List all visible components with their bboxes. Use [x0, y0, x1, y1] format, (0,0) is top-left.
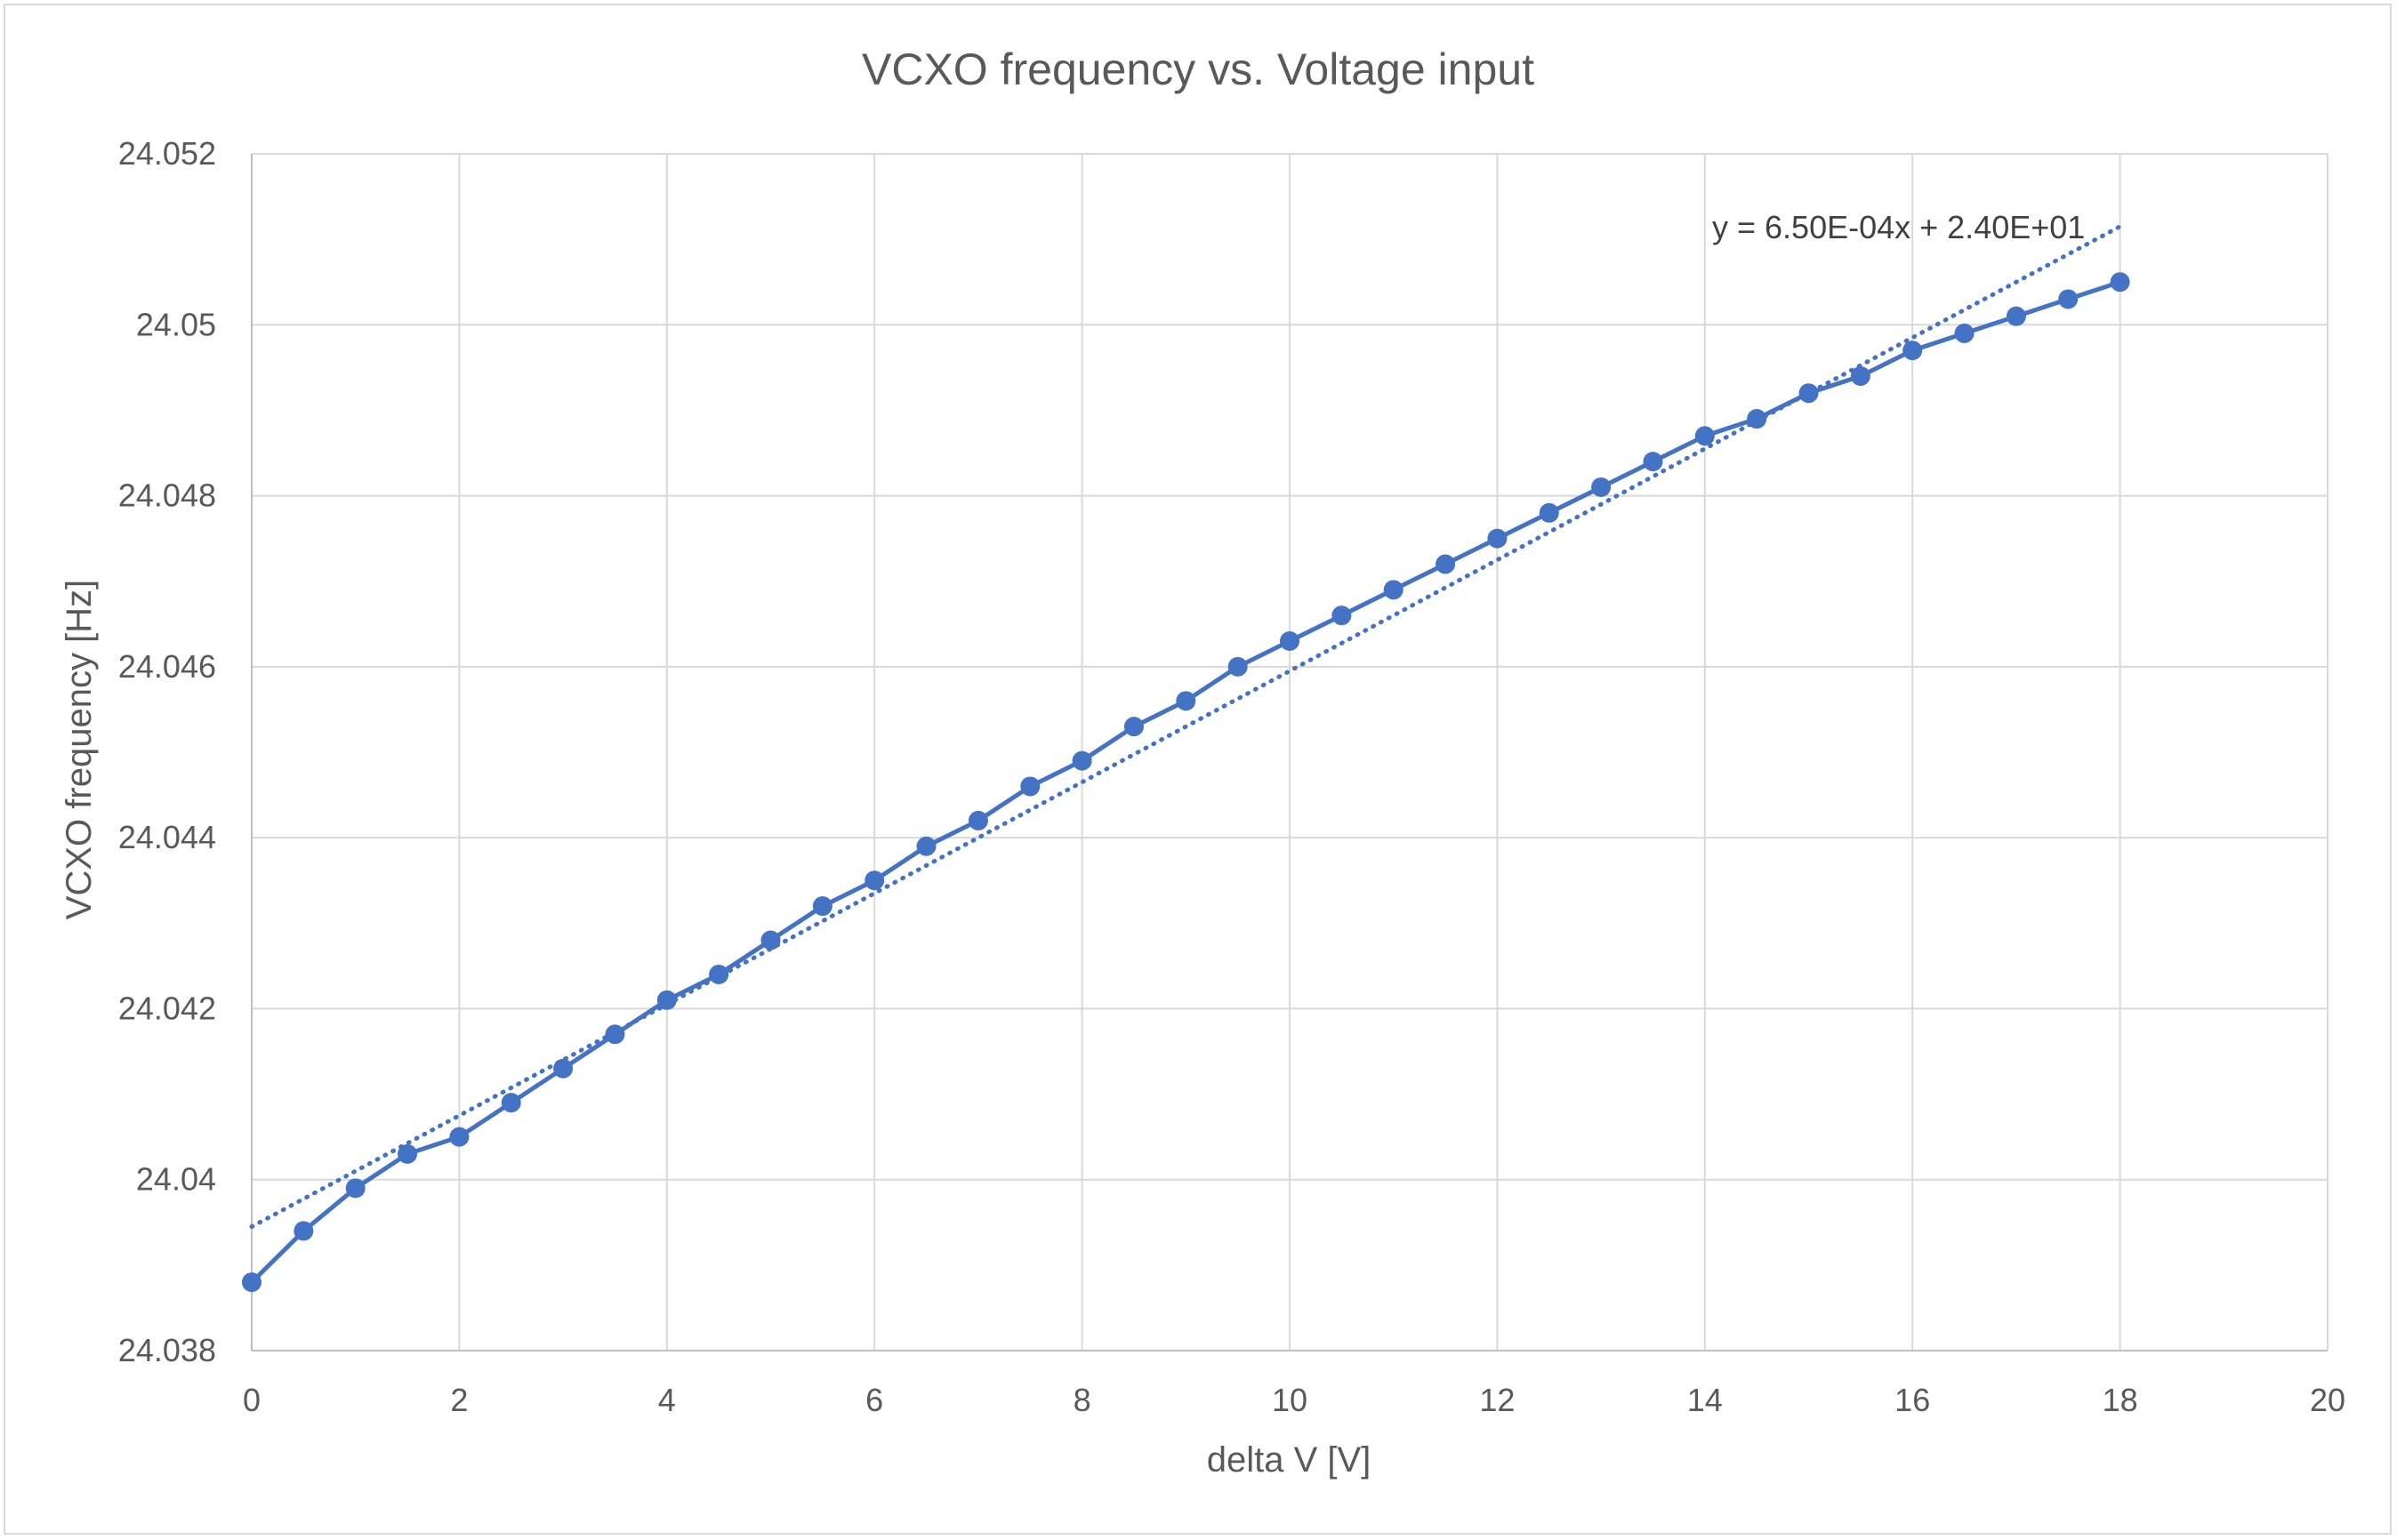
data-point [449, 1127, 470, 1147]
y-tick-label: 24.044 [118, 819, 216, 855]
data-point [968, 810, 988, 830]
x-tick-label: 20 [2310, 1382, 2345, 1418]
y-tick-label: 24.052 [118, 135, 216, 172]
data-point [242, 1272, 261, 1293]
y-tick-label: 24.042 [118, 990, 216, 1026]
y-tick-label: 24.04 [136, 1161, 216, 1198]
x-tick-label: 2 [450, 1382, 468, 1418]
x-tick-labels: 0 2 4 6 8 10 12 14 16 18 20 [243, 1382, 2345, 1418]
series-line [250, 279, 2121, 1284]
data-point [1176, 691, 1196, 711]
data-point [1747, 409, 1767, 429]
x-tick-label: 6 [865, 1382, 883, 1418]
x-tick-label: 12 [1479, 1382, 1515, 1418]
data-point [1123, 717, 1144, 737]
data-point [709, 964, 729, 984]
data-point [2006, 306, 2026, 326]
data-point [1436, 554, 1456, 574]
y-axis-label: VCXO frequency [Hz] [60, 580, 99, 919]
y-tick-label: 24.048 [118, 477, 216, 514]
x-tick-label: 10 [1272, 1382, 1307, 1418]
data-point [1694, 426, 1715, 446]
data-point [1383, 580, 1404, 600]
data-point [345, 1178, 366, 1199]
gridlines [252, 153, 2329, 1351]
chart-frame [4, 4, 2392, 1535]
data-point [812, 896, 833, 917]
data-point [1331, 606, 1352, 626]
data-point [501, 1093, 521, 1113]
data-point [656, 990, 677, 1010]
x-tick-label: 16 [1894, 1382, 1930, 1418]
y-tick-label: 24.05 [136, 306, 216, 342]
data-point [1954, 323, 1975, 343]
chart-title: VCXO frequency vs. Voltage input [862, 44, 1534, 94]
data-point [1072, 750, 1092, 771]
data-point [865, 870, 885, 891]
data-point [1591, 477, 1612, 497]
data-point [2058, 289, 2079, 309]
data-point [916, 836, 937, 856]
data-point [1020, 776, 1041, 797]
data-point [1227, 656, 1248, 677]
x-tick-label: 0 [243, 1382, 261, 1418]
data-point [605, 1024, 625, 1045]
x-axis-label: delta V [V] [1207, 1440, 1371, 1480]
x-tick-label: 14 [1687, 1382, 1723, 1418]
data-point [1487, 528, 1508, 549]
data-point [1280, 631, 1299, 652]
trendline-equation: y = 6.50E-04x + 2.40E+01 [1712, 209, 2085, 245]
axes [251, 154, 2328, 1352]
trendline-path [249, 224, 2123, 1230]
x-tick-label: 4 [658, 1382, 676, 1418]
y-tick-label: 24.038 [118, 1332, 216, 1368]
x-tick-label: 8 [1074, 1382, 1091, 1418]
data-point [760, 930, 781, 950]
data-point [1850, 365, 1870, 386]
data-series [242, 272, 2130, 1293]
data-point [294, 1221, 314, 1241]
data-point [1539, 502, 1559, 523]
data-point [1798, 383, 1819, 404]
data-point [398, 1143, 418, 1164]
data-point [553, 1058, 574, 1079]
data-point [2110, 272, 2130, 293]
y-tick-labels: 24.038 24.04 24.042 24.044 24.046 24.048 24.05… [118, 135, 216, 1368]
data-point [1902, 341, 1923, 361]
trendline [249, 224, 2123, 1230]
data-point [1643, 452, 1663, 472]
y-tick-label: 24.046 [118, 648, 216, 685]
x-tick-label: 18 [2103, 1382, 2138, 1418]
